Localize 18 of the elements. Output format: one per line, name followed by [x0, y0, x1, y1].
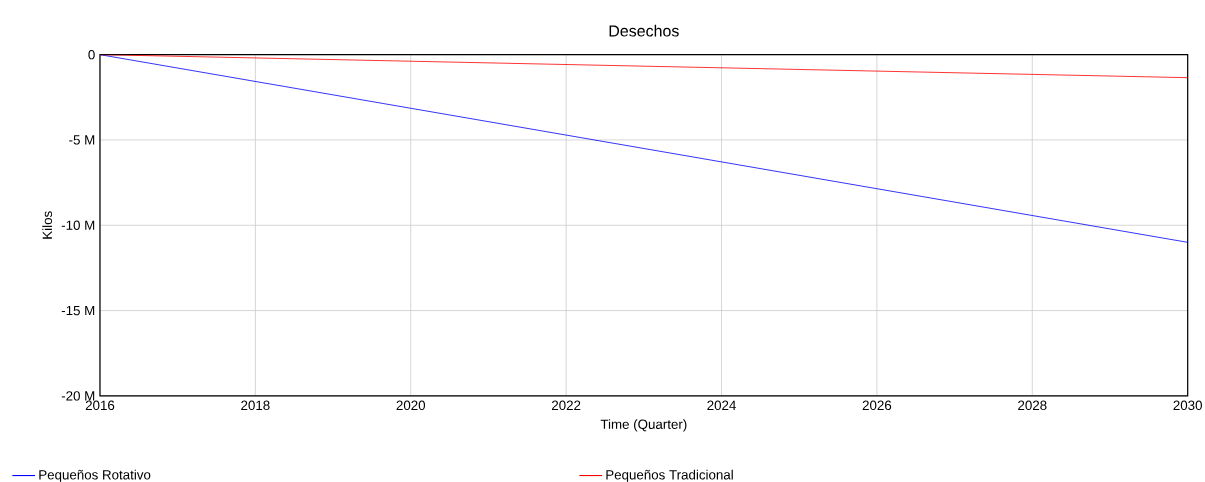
y-tick-label: -10 M [61, 220, 95, 231]
y-tick-label: -5 M [69, 135, 95, 145]
legend-label: Pequeños Tradicional [606, 469, 733, 482]
x-tick-label: 2020 [396, 400, 426, 411]
y-tick-label: -20 M [61, 391, 95, 401]
x-tick-label: 2026 [862, 400, 892, 411]
x-tick-label: 2030 [1173, 400, 1202, 411]
y-tick-label: -15 M [61, 305, 95, 316]
x-tick-label: 2022 [551, 400, 581, 411]
y-tick-label: 0 [88, 50, 95, 60]
legend-label: Pequeños Rotativo [39, 469, 151, 482]
chart-title: Desechos [609, 24, 679, 37]
x-tick-label: 2018 [241, 400, 270, 411]
x-tick-label: 2016 [85, 400, 115, 411]
x-tick-label: 2024 [707, 400, 736, 411]
x-tick-label: 2028 [1018, 400, 1047, 411]
y-axis-title: Kilos [42, 211, 53, 239]
x-axis-title: Time (Quarter) [600, 419, 687, 432]
